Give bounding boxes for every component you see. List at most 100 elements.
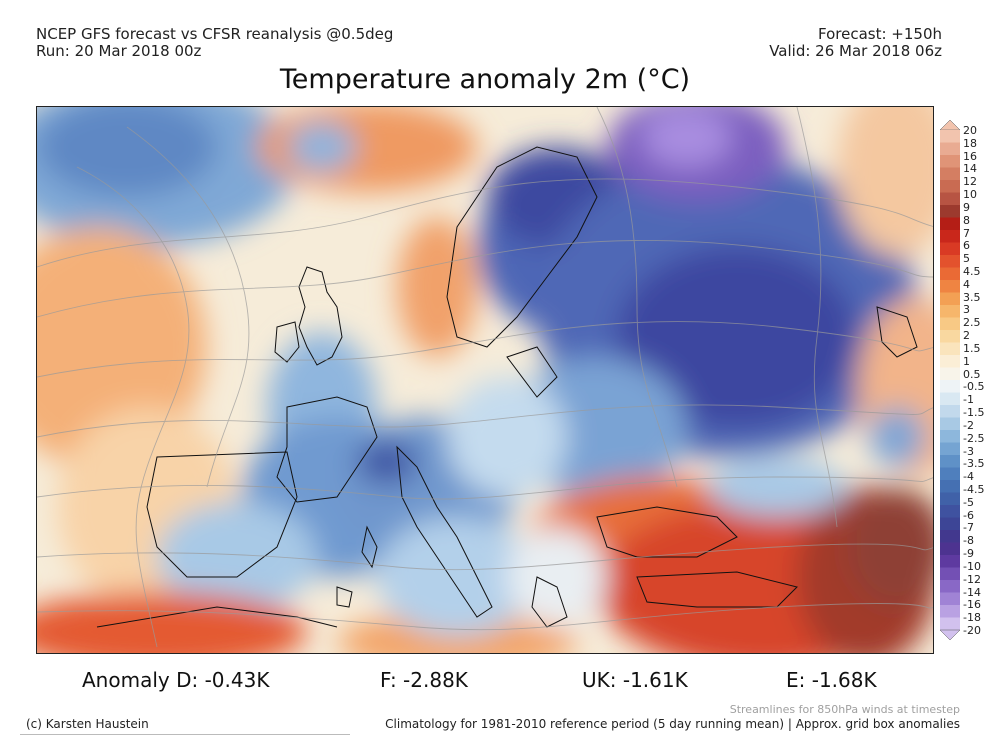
colorbar-swatch (940, 505, 960, 518)
colorbar-tick-label: -10 (963, 559, 981, 573)
colorbar-swatch (940, 205, 960, 218)
colorbar-tick-label: -3 (963, 444, 974, 458)
colorbar-tick-label: 4 (963, 277, 970, 291)
colorbar-tick-label: -3.5 (963, 457, 985, 471)
colorbar-tick-label: 9 (963, 200, 970, 214)
colorbar-swatch (940, 292, 960, 306)
anomaly-field (37, 107, 933, 653)
colorbar-swatch (940, 555, 960, 568)
colorbar-swatch (940, 480, 960, 493)
anomaly-spain: E: -1.68K (786, 668, 877, 692)
colorbar-swatch (940, 317, 960, 331)
colorbar-swatch (940, 267, 960, 281)
colorbar-tick-label: -2.5 (963, 431, 985, 445)
colorbar-swatch (940, 455, 960, 468)
forecast-hour: Forecast: +150h (818, 25, 942, 43)
colorbar-swatch (940, 542, 960, 556)
colorbar-swatch (940, 217, 960, 231)
colorbar-tick-label: 2.5 (963, 316, 981, 330)
colorbar-swatch (940, 330, 960, 343)
colorbar-swatch (940, 305, 960, 318)
streamlines (37, 107, 933, 648)
model-description: NCEP GFS forecast vs CFSR reanalysis @0.… (36, 25, 394, 43)
colorbar-swatch (940, 367, 960, 381)
climatology-note: Climatology for 1981-2010 reference peri… (385, 717, 960, 731)
colorbar-swatch (940, 392, 960, 406)
colorbar-swatch (940, 130, 960, 143)
colorbar-swatch (940, 567, 960, 581)
colorbar-tick-label: 5 (963, 252, 970, 266)
map-title: Temperature anomaly 2m (°C) (279, 64, 691, 95)
colorbar-swatch (940, 180, 960, 193)
colorbar-swatch (940, 442, 960, 456)
run-info: NCEP GFS forecast vs CFSR reanalysis @0.… (36, 26, 393, 60)
colorbar-tick-label: 1 (963, 354, 970, 368)
colorbar-tick-label: 0.5 (963, 367, 981, 381)
colorbar-swatch (940, 430, 960, 443)
colorbar-swatch (940, 417, 960, 431)
colorbar-swatch (940, 155, 960, 168)
colorbar-tick-label: 3.5 (963, 290, 981, 304)
anomaly-germany: Anomaly D: -0.43K (82, 668, 270, 692)
colorbar-swatch (940, 192, 960, 206)
colorbar-tick-label: 12 (963, 175, 977, 189)
colorbar-tick-label: 7 (963, 226, 970, 240)
colorbar-tick-label: -5 (963, 495, 974, 509)
colorbar-swatch (940, 167, 960, 181)
colorbar-tick-label: 1.5 (963, 341, 981, 355)
forecast-info: Forecast: +150h Valid: 26 Mar 2018 06z (769, 26, 942, 60)
colorbar-swatch (940, 255, 960, 268)
colorbar-tick-label: -7 (963, 521, 974, 535)
colorbar-swatch (940, 242, 960, 256)
colorbar-tick-label: -0.5 (963, 380, 985, 394)
colorbar-swatch (940, 230, 960, 243)
colorbar-tick-label: -4.5 (963, 482, 985, 496)
colorbar-tick-label: 18 (963, 136, 977, 150)
colorbar-swatch (940, 517, 960, 531)
colorbar-swatch (940, 492, 960, 506)
colorbar-tick-label: 10 (963, 188, 977, 202)
anomaly-france: F: -2.88K (380, 668, 468, 692)
colorbar-tick-label: -2 (963, 418, 974, 432)
colorbar-tick-label: 8 (963, 213, 970, 227)
colorbar-tick-label: -16 (963, 598, 981, 612)
colorbar-top-arrow (940, 120, 960, 131)
colorbar-bottom-arrow (940, 629, 960, 640)
colorbar-swatch (940, 467, 960, 481)
colorbar-tick-label: -18 (963, 611, 981, 625)
colorbar-swatch (940, 405, 960, 418)
colorbar-swatch (940, 280, 960, 293)
colorbar-tick-label: 16 (963, 149, 977, 163)
colorbar-tick-label: -8 (963, 534, 974, 548)
colorbar-tick-label: -12 (963, 572, 981, 586)
valid-time: Valid: 26 Mar 2018 06z (769, 42, 942, 60)
colorbar-swatch (940, 617, 960, 631)
colorbar-tick-label: -14 (963, 585, 981, 599)
colorbar-tick-label: 6 (963, 239, 970, 253)
copyright: (c) Karsten Haustein (26, 717, 149, 731)
colorbar-tick-label: 4.5 (963, 265, 981, 279)
colorbar (940, 120, 960, 640)
colorbar-swatch (940, 592, 960, 606)
colorbar-swatch (940, 342, 960, 356)
colorbar-tick-label: 20 (963, 124, 977, 137)
colorbar-tick-label: -20 (963, 624, 981, 637)
colorbar-tick-label: -1.5 (963, 406, 985, 420)
colorbar-tick-label: 14 (963, 162, 977, 176)
anomaly-uk: UK: -1.61K (582, 668, 688, 692)
colorbar-swatch (940, 605, 960, 618)
colorbar-tick-label: -1 (963, 393, 974, 407)
colorbar-swatch (940, 580, 960, 593)
colorbar-swatch (940, 380, 960, 393)
colorbar-tick-label: 3 (963, 303, 970, 317)
temperature-anomaly-map[interactable] (36, 106, 934, 654)
colorbar-swatch (940, 530, 960, 543)
colorbar-tick-label: 2 (963, 329, 970, 343)
colorbar-swatch (940, 355, 960, 368)
colorbar-tick-label: -9 (963, 547, 974, 561)
colorbar-swatch (940, 142, 960, 156)
footer-divider (20, 734, 350, 735)
run-time: Run: 20 Mar 2018 00z (36, 42, 202, 60)
streamlines-note: Streamlines for 850hPa winds at timestep (729, 703, 960, 716)
colorbar-tick-label: -4 (963, 470, 974, 484)
